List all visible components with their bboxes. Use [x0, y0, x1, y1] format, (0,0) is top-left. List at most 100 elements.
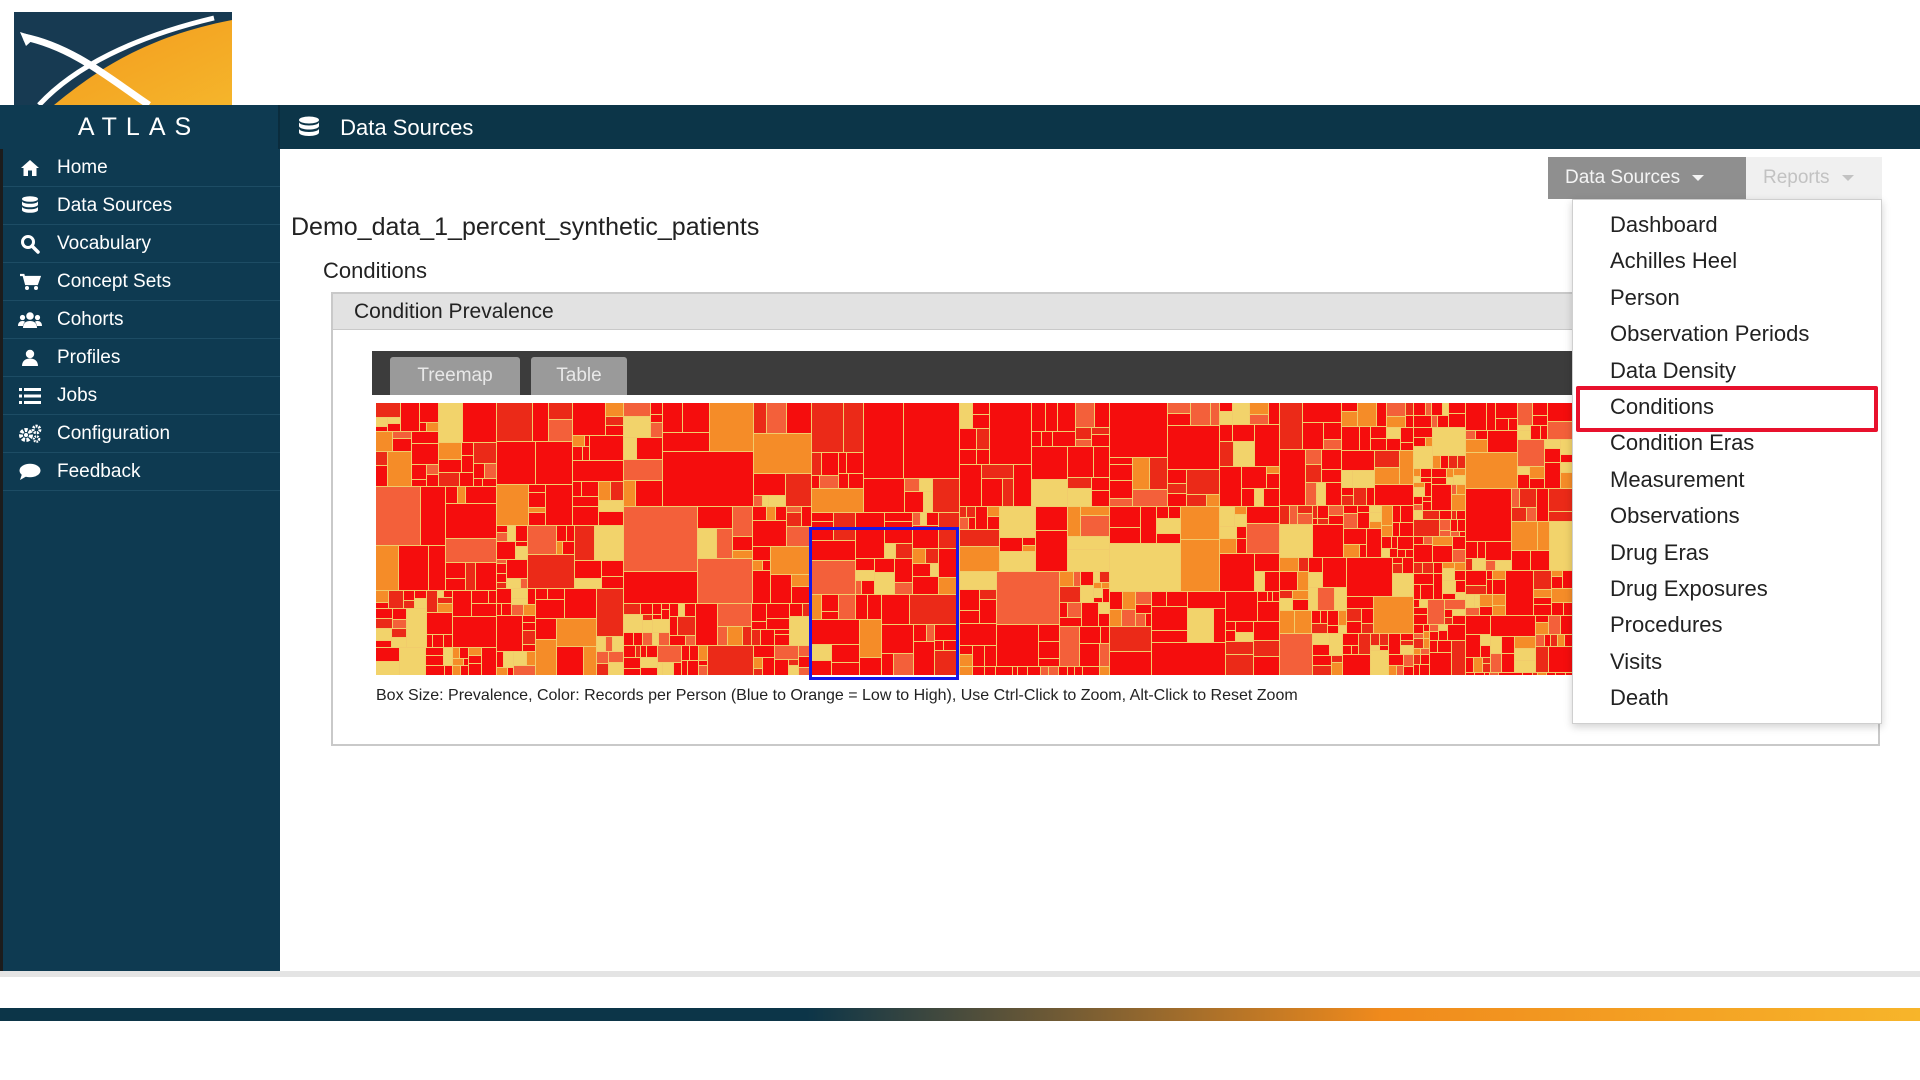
treemap-cell[interactable] [1465, 672, 1476, 675]
treemap-cell[interactable] [1341, 495, 1355, 507]
treemap-cell[interactable] [1544, 439, 1562, 450]
treemap-cell[interactable] [572, 481, 583, 498]
treemap-cell[interactable] [1391, 536, 1399, 550]
treemap-cell[interactable] [1109, 403, 1169, 459]
treemap-cell[interactable] [1225, 654, 1255, 675]
treemap-cell[interactable] [1341, 470, 1354, 489]
treemap-cell[interactable] [376, 545, 400, 592]
treemap-cell[interactable] [1452, 615, 1467, 626]
treemap-cell[interactable] [574, 560, 603, 580]
treemap-cell[interactable] [1485, 560, 1497, 572]
treemap-cell[interactable] [1517, 439, 1546, 468]
treemap-cell[interactable] [766, 603, 791, 620]
treemap-cell[interactable] [904, 491, 925, 514]
treemap-cell[interactable] [392, 431, 413, 440]
treemap-cell[interactable] [1109, 457, 1134, 466]
treemap-cell[interactable] [1379, 645, 1390, 652]
treemap-cell[interactable] [1397, 536, 1415, 551]
treemap-cell[interactable] [443, 590, 454, 599]
treemap-cell[interactable] [1486, 579, 1494, 596]
treemap-cell[interactable] [1442, 593, 1457, 601]
treemap-cell[interactable] [426, 474, 440, 488]
treemap-cell[interactable] [1219, 424, 1234, 443]
treemap-cell[interactable] [583, 646, 598, 675]
treemap-cell[interactable] [774, 629, 791, 636]
treemap-cell[interactable] [789, 603, 804, 618]
treemap-cell[interactable] [1400, 640, 1415, 647]
treemap-cell[interactable] [1233, 441, 1256, 468]
treemap-cell[interactable] [1448, 455, 1459, 470]
treemap-cell[interactable] [770, 574, 793, 605]
treemap-cell[interactable] [1370, 426, 1388, 440]
treemap-cell[interactable] [1420, 477, 1433, 484]
treemap-cell[interactable] [596, 636, 607, 653]
treemap-cell[interactable] [598, 500, 625, 513]
treemap-cell[interactable] [635, 645, 642, 659]
treemap-cell[interactable] [677, 616, 697, 637]
treemap-cell[interactable] [786, 512, 803, 528]
menu-item-conditions[interactable]: Conditions [1610, 393, 1714, 419]
treemap-cell[interactable] [707, 645, 755, 675]
treemap-cell[interactable] [1381, 525, 1394, 538]
treemap-cell[interactable] [1413, 638, 1425, 650]
treemap-cell[interactable] [1109, 651, 1153, 675]
treemap-cell[interactable] [1308, 557, 1324, 574]
treemap-cell[interactable] [662, 451, 755, 508]
treemap-cell[interactable] [752, 506, 768, 522]
treemap-cell[interactable] [1514, 636, 1537, 650]
treemap-cell[interactable] [1453, 475, 1467, 486]
treemap-cell[interactable] [1167, 413, 1192, 427]
treemap-cell[interactable] [392, 619, 408, 630]
treemap-cell[interactable] [1533, 604, 1553, 617]
treemap-cell[interactable] [572, 446, 584, 462]
treemap-cell[interactable] [411, 443, 440, 466]
treemap-cell[interactable] [912, 563, 932, 578]
treemap-cell[interactable] [1145, 613, 1153, 628]
treemap-cell[interactable] [1399, 522, 1415, 538]
treemap-cell[interactable] [1386, 427, 1402, 440]
treemap-cell[interactable] [545, 484, 574, 527]
treemap-cell[interactable] [1109, 480, 1134, 500]
treemap-cell[interactable] [1254, 553, 1281, 573]
treemap-cell[interactable] [838, 473, 850, 490]
treemap-cell[interactable] [959, 506, 968, 519]
treemap-cell[interactable] [1080, 515, 1111, 538]
treemap-cell[interactable] [1420, 468, 1433, 479]
treemap-cell[interactable] [1517, 466, 1531, 476]
treemap-cell[interactable] [1338, 610, 1348, 627]
treemap-cell[interactable] [1312, 524, 1345, 559]
treemap-cell[interactable] [1423, 631, 1431, 640]
treemap-cell[interactable] [465, 562, 477, 592]
treemap-cell[interactable] [669, 635, 687, 647]
treemap-cell[interactable] [445, 503, 498, 540]
treemap-cell[interactable] [760, 629, 776, 647]
treemap-cell[interactable] [1492, 570, 1507, 581]
treemap-cell[interactable] [1357, 512, 1371, 530]
treemap-cell[interactable] [1431, 477, 1448, 486]
treemap-cell[interactable] [811, 619, 861, 646]
treemap-cell[interactable] [387, 451, 413, 488]
tab-table[interactable]: Table [531, 357, 627, 395]
treemap-cell[interactable] [1093, 597, 1104, 604]
treemap-cell[interactable] [1413, 482, 1426, 489]
treemap-cell[interactable] [1535, 646, 1550, 674]
treemap-cell[interactable] [1022, 537, 1037, 547]
treemap-cell[interactable] [1206, 494, 1221, 508]
treemap-cell[interactable] [1442, 403, 1450, 417]
treemap-cell[interactable] [1075, 439, 1093, 448]
treemap-cell[interactable] [1490, 636, 1503, 655]
treemap-cell[interactable] [1413, 544, 1434, 564]
treemap-cell[interactable] [511, 598, 529, 606]
treemap-cell[interactable] [1289, 505, 1299, 526]
treemap-cell[interactable] [1074, 666, 1084, 675]
treemap-cell[interactable] [938, 577, 961, 596]
treemap-cell[interactable] [392, 438, 413, 453]
treemap-cell[interactable] [1485, 541, 1513, 562]
treemap-cell[interactable] [1530, 550, 1551, 572]
treemap-cell[interactable] [1079, 626, 1102, 645]
treemap-cell[interactable] [1396, 665, 1405, 675]
treemap-cell[interactable] [642, 614, 654, 622]
treemap-cell[interactable] [1452, 609, 1467, 617]
treemap-cell[interactable] [1370, 650, 1390, 675]
treemap-cell[interactable] [766, 506, 777, 522]
